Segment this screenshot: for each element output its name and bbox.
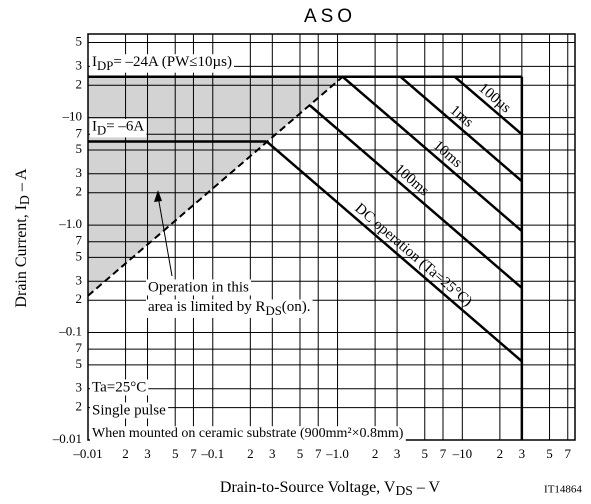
y-tick-label: 3 bbox=[76, 380, 83, 395]
annotation-part: DS bbox=[265, 304, 281, 318]
limit-label: IDP= –24A (PW≤10µs) bbox=[92, 54, 232, 72]
annotation-arrow bbox=[157, 195, 173, 277]
limit-label: ID= –6A bbox=[92, 119, 144, 137]
y-tick-label: 3 bbox=[76, 272, 83, 287]
chart-title: ASO bbox=[304, 6, 356, 27]
annotation: Operation in this bbox=[148, 279, 249, 295]
x-axis-label-part: – V bbox=[413, 479, 441, 496]
limit-label-part: I bbox=[92, 54, 97, 70]
soa-line bbox=[341, 75, 523, 232]
label-background bbox=[90, 426, 406, 442]
label-background bbox=[90, 54, 234, 73]
x-axis-label-part: DS bbox=[395, 483, 412, 498]
y-tick-label: –0.01 bbox=[52, 431, 82, 446]
x-tick-label: 3 bbox=[269, 446, 276, 461]
y-axis-label-part: – A bbox=[13, 168, 30, 195]
y-axis-label-part: D bbox=[17, 195, 32, 205]
note: When mounted on ceramic substrate (900mm… bbox=[92, 426, 404, 441]
y-tick-label: 7 bbox=[76, 233, 83, 248]
y-tick-label: 5 bbox=[76, 248, 83, 263]
x-axis-label: Drain-to-Source Voltage, VDS – V bbox=[220, 479, 441, 498]
annotation: area is limited by RDS(on). bbox=[148, 299, 311, 317]
y-tick-label: 3 bbox=[76, 165, 83, 180]
y-tick-label: –1.0 bbox=[58, 216, 82, 231]
limit-label-part: I bbox=[92, 119, 97, 135]
x-tick-label: 2 bbox=[122, 446, 129, 461]
note: Single pulse bbox=[92, 402, 166, 418]
limit-label-part: DP bbox=[97, 59, 113, 73]
rds-limit-line bbox=[87, 76, 344, 297]
label-background bbox=[90, 402, 169, 419]
limit-label-part: = –24A (PW≤10µs) bbox=[113, 54, 232, 70]
soa-line bbox=[309, 104, 523, 289]
y-tick-label: 2 bbox=[76, 291, 83, 306]
y-tick-label: 2 bbox=[76, 399, 83, 414]
y-tick-label: 3 bbox=[76, 57, 83, 72]
y-tick-label: 5 bbox=[76, 356, 83, 371]
x-tick-label: 3 bbox=[519, 446, 526, 461]
arrow-head bbox=[154, 190, 162, 202]
y-tick-label: 2 bbox=[76, 184, 83, 199]
annotation-part: (on). bbox=[282, 299, 311, 315]
y-tick-label: 7 bbox=[76, 340, 83, 355]
y-tick-label: 5 bbox=[76, 141, 83, 156]
limit-label-part: D bbox=[97, 123, 106, 137]
y-axis-label: Drain Current, ID – A bbox=[13, 168, 32, 308]
x-tick-label: 2 bbox=[497, 446, 504, 461]
y-tick-label: –10 bbox=[62, 109, 83, 124]
x-tick-label: –0.1 bbox=[200, 446, 224, 461]
x-tick-label: 5 bbox=[172, 446, 179, 461]
y-tick-label: 7 bbox=[76, 125, 83, 140]
y-tick-label: 5 bbox=[76, 33, 83, 48]
soa-line bbox=[399, 75, 523, 183]
x-tick-label: 2 bbox=[247, 446, 254, 461]
limit-label-part: = –6A bbox=[106, 119, 144, 135]
label-background bbox=[90, 118, 147, 138]
x-tick-label: –10 bbox=[452, 446, 473, 461]
soa-line bbox=[265, 140, 523, 363]
x-tick-label: 7 bbox=[440, 446, 447, 461]
annotation-part: area is limited by R bbox=[148, 299, 265, 315]
x-axis-label-part: Drain-to-Source Voltage, V bbox=[220, 479, 396, 496]
x-tick-label: 7 bbox=[315, 446, 322, 461]
line-label: 1ms bbox=[447, 102, 477, 131]
y-tick-label: 2 bbox=[76, 76, 83, 91]
label-background bbox=[90, 379, 149, 396]
label-background bbox=[146, 279, 251, 296]
soa-line bbox=[453, 75, 523, 136]
x-tick-label: 5 bbox=[297, 446, 304, 461]
line-label: DC operation (Ta=25°C) bbox=[351, 200, 475, 310]
x-tick-label: 2 bbox=[372, 446, 379, 461]
label-background bbox=[146, 299, 313, 318]
figure-id: IT14864 bbox=[544, 484, 582, 496]
note: Ta=25°C bbox=[92, 379, 146, 395]
y-tick-label: –0.1 bbox=[58, 324, 82, 339]
x-tick-label: –0.01 bbox=[72, 446, 102, 461]
y-axis-label-part: Drain Current, I bbox=[13, 205, 30, 308]
x-tick-label: 3 bbox=[144, 446, 151, 461]
x-tick-label: 5 bbox=[546, 446, 553, 461]
x-tick-label: 7 bbox=[565, 446, 572, 461]
x-tick-label: –1.0 bbox=[325, 446, 349, 461]
x-tick-label: 5 bbox=[422, 446, 429, 461]
x-tick-label: 3 bbox=[394, 446, 401, 461]
x-tick-label: 7 bbox=[190, 446, 197, 461]
